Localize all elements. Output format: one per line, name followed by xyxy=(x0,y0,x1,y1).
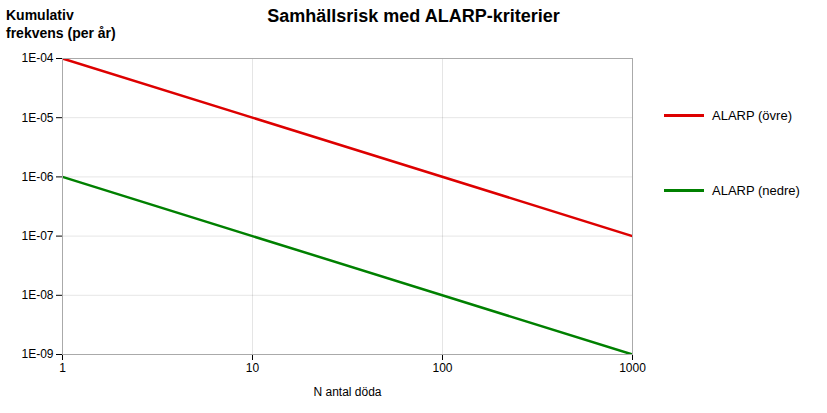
svg-text:1E-04: 1E-04 xyxy=(21,51,53,65)
html-text:ALARP (nedre): ALARP (nedre) xyxy=(712,183,800,198)
html-text:Kumulativ frekvens (per år): Kumulativ frekvens (per år) xyxy=(6,7,116,41)
svg-text:N antal döda: N antal döda xyxy=(313,385,381,399)
svg-text:1E-07: 1E-07 xyxy=(21,229,53,243)
html-text:ALARP (övre): ALARP (övre) xyxy=(712,108,792,123)
svg-text:1E-09: 1E-09 xyxy=(21,347,53,361)
svg-text:1000: 1000 xyxy=(619,361,646,375)
svg-text:1E-06: 1E-06 xyxy=(21,170,53,184)
html-text:Samhällsrisk med ALARP-kriteri: Samhällsrisk med ALARP-kriterier xyxy=(267,6,560,26)
svg-text:100: 100 xyxy=(432,361,452,375)
svg-text:1: 1 xyxy=(59,361,66,375)
svg-text:1E-05: 1E-05 xyxy=(21,111,53,125)
svg-text:10: 10 xyxy=(246,361,260,375)
svg-text:1E-08: 1E-08 xyxy=(21,288,53,302)
